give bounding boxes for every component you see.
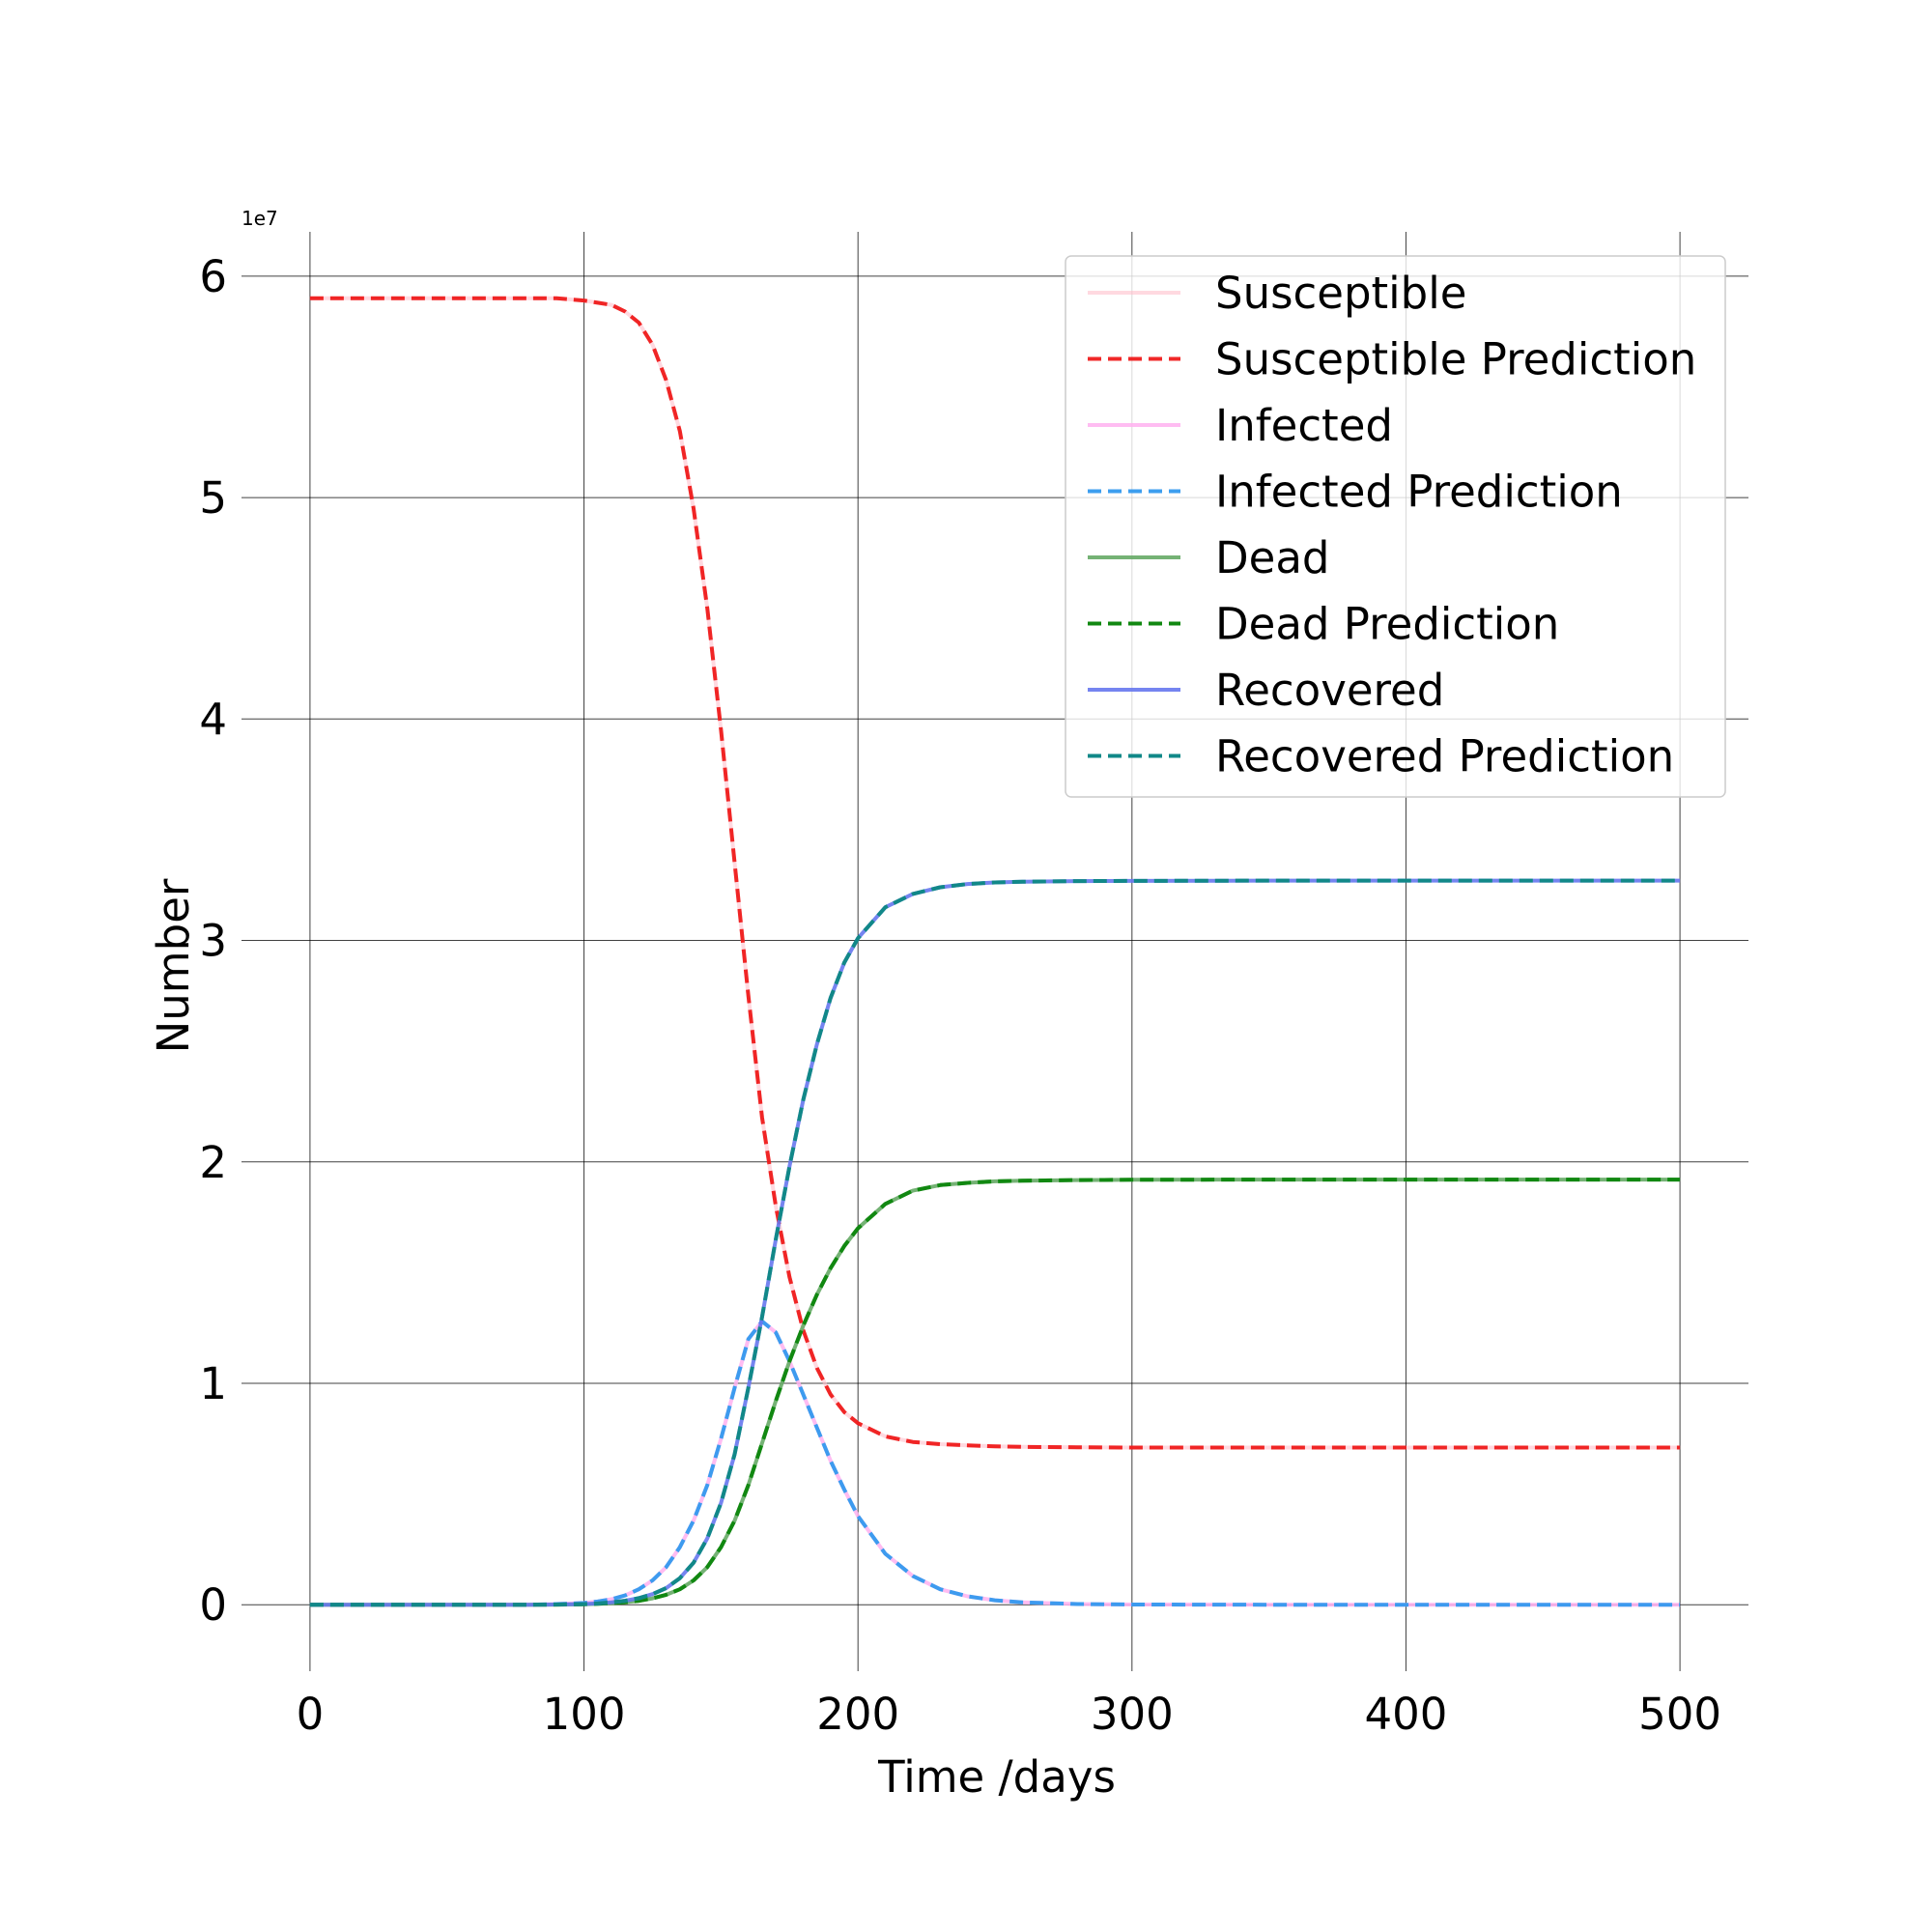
x-tick-label: 100	[543, 1689, 626, 1740]
y-axis-label: Number	[148, 878, 199, 1053]
legend-label-infected-prediction: Infected Prediction	[1215, 467, 1623, 518]
legend-frame	[1065, 255, 1726, 798]
y-tick-label: 3	[199, 916, 227, 967]
legend-label-dead: Dead	[1215, 532, 1329, 583]
tick-labels: 0 100 200 300 400 500 0 1 2 3 4 5 6	[199, 251, 1721, 1740]
legend-label-infected: Infected	[1215, 400, 1393, 451]
legend-label-susceptible-prediction: Susceptible Prediction	[1215, 334, 1696, 385]
y-tick-label: 0	[199, 1579, 227, 1631]
x-axis-label: Time /days	[877, 1751, 1116, 1803]
series-line-recovered-prediction	[309, 878, 1681, 1607]
legend: Susceptible Susceptible Prediction Infecte…	[1065, 255, 1726, 798]
x-tick-label: 200	[816, 1689, 899, 1740]
y-tick-label: 5	[199, 472, 227, 524]
legend-label-recovered: Recovered	[1215, 665, 1444, 716]
x-tick-label: 0	[297, 1689, 325, 1740]
x-tick-label: 500	[1638, 1689, 1721, 1740]
legend-label-recovered-prediction: Recovered Prediction	[1215, 731, 1674, 782]
y-tick-label: 6	[199, 251, 227, 302]
series-line-susceptible-prediction	[309, 296, 1681, 1450]
y-tick-label: 2	[199, 1137, 227, 1188]
y-tick-label: 1	[199, 1358, 227, 1409]
x-tick-label: 400	[1365, 1689, 1448, 1740]
series-lines	[309, 296, 1681, 1607]
legend-label-dead-prediction: Dead Prediction	[1215, 599, 1559, 650]
legend-label-susceptible: Susceptible	[1215, 268, 1466, 319]
y-tick-label: 4	[199, 694, 227, 745]
y-multiplier-label: 1e7	[242, 207, 278, 230]
x-tick-label: 300	[1091, 1689, 1174, 1740]
